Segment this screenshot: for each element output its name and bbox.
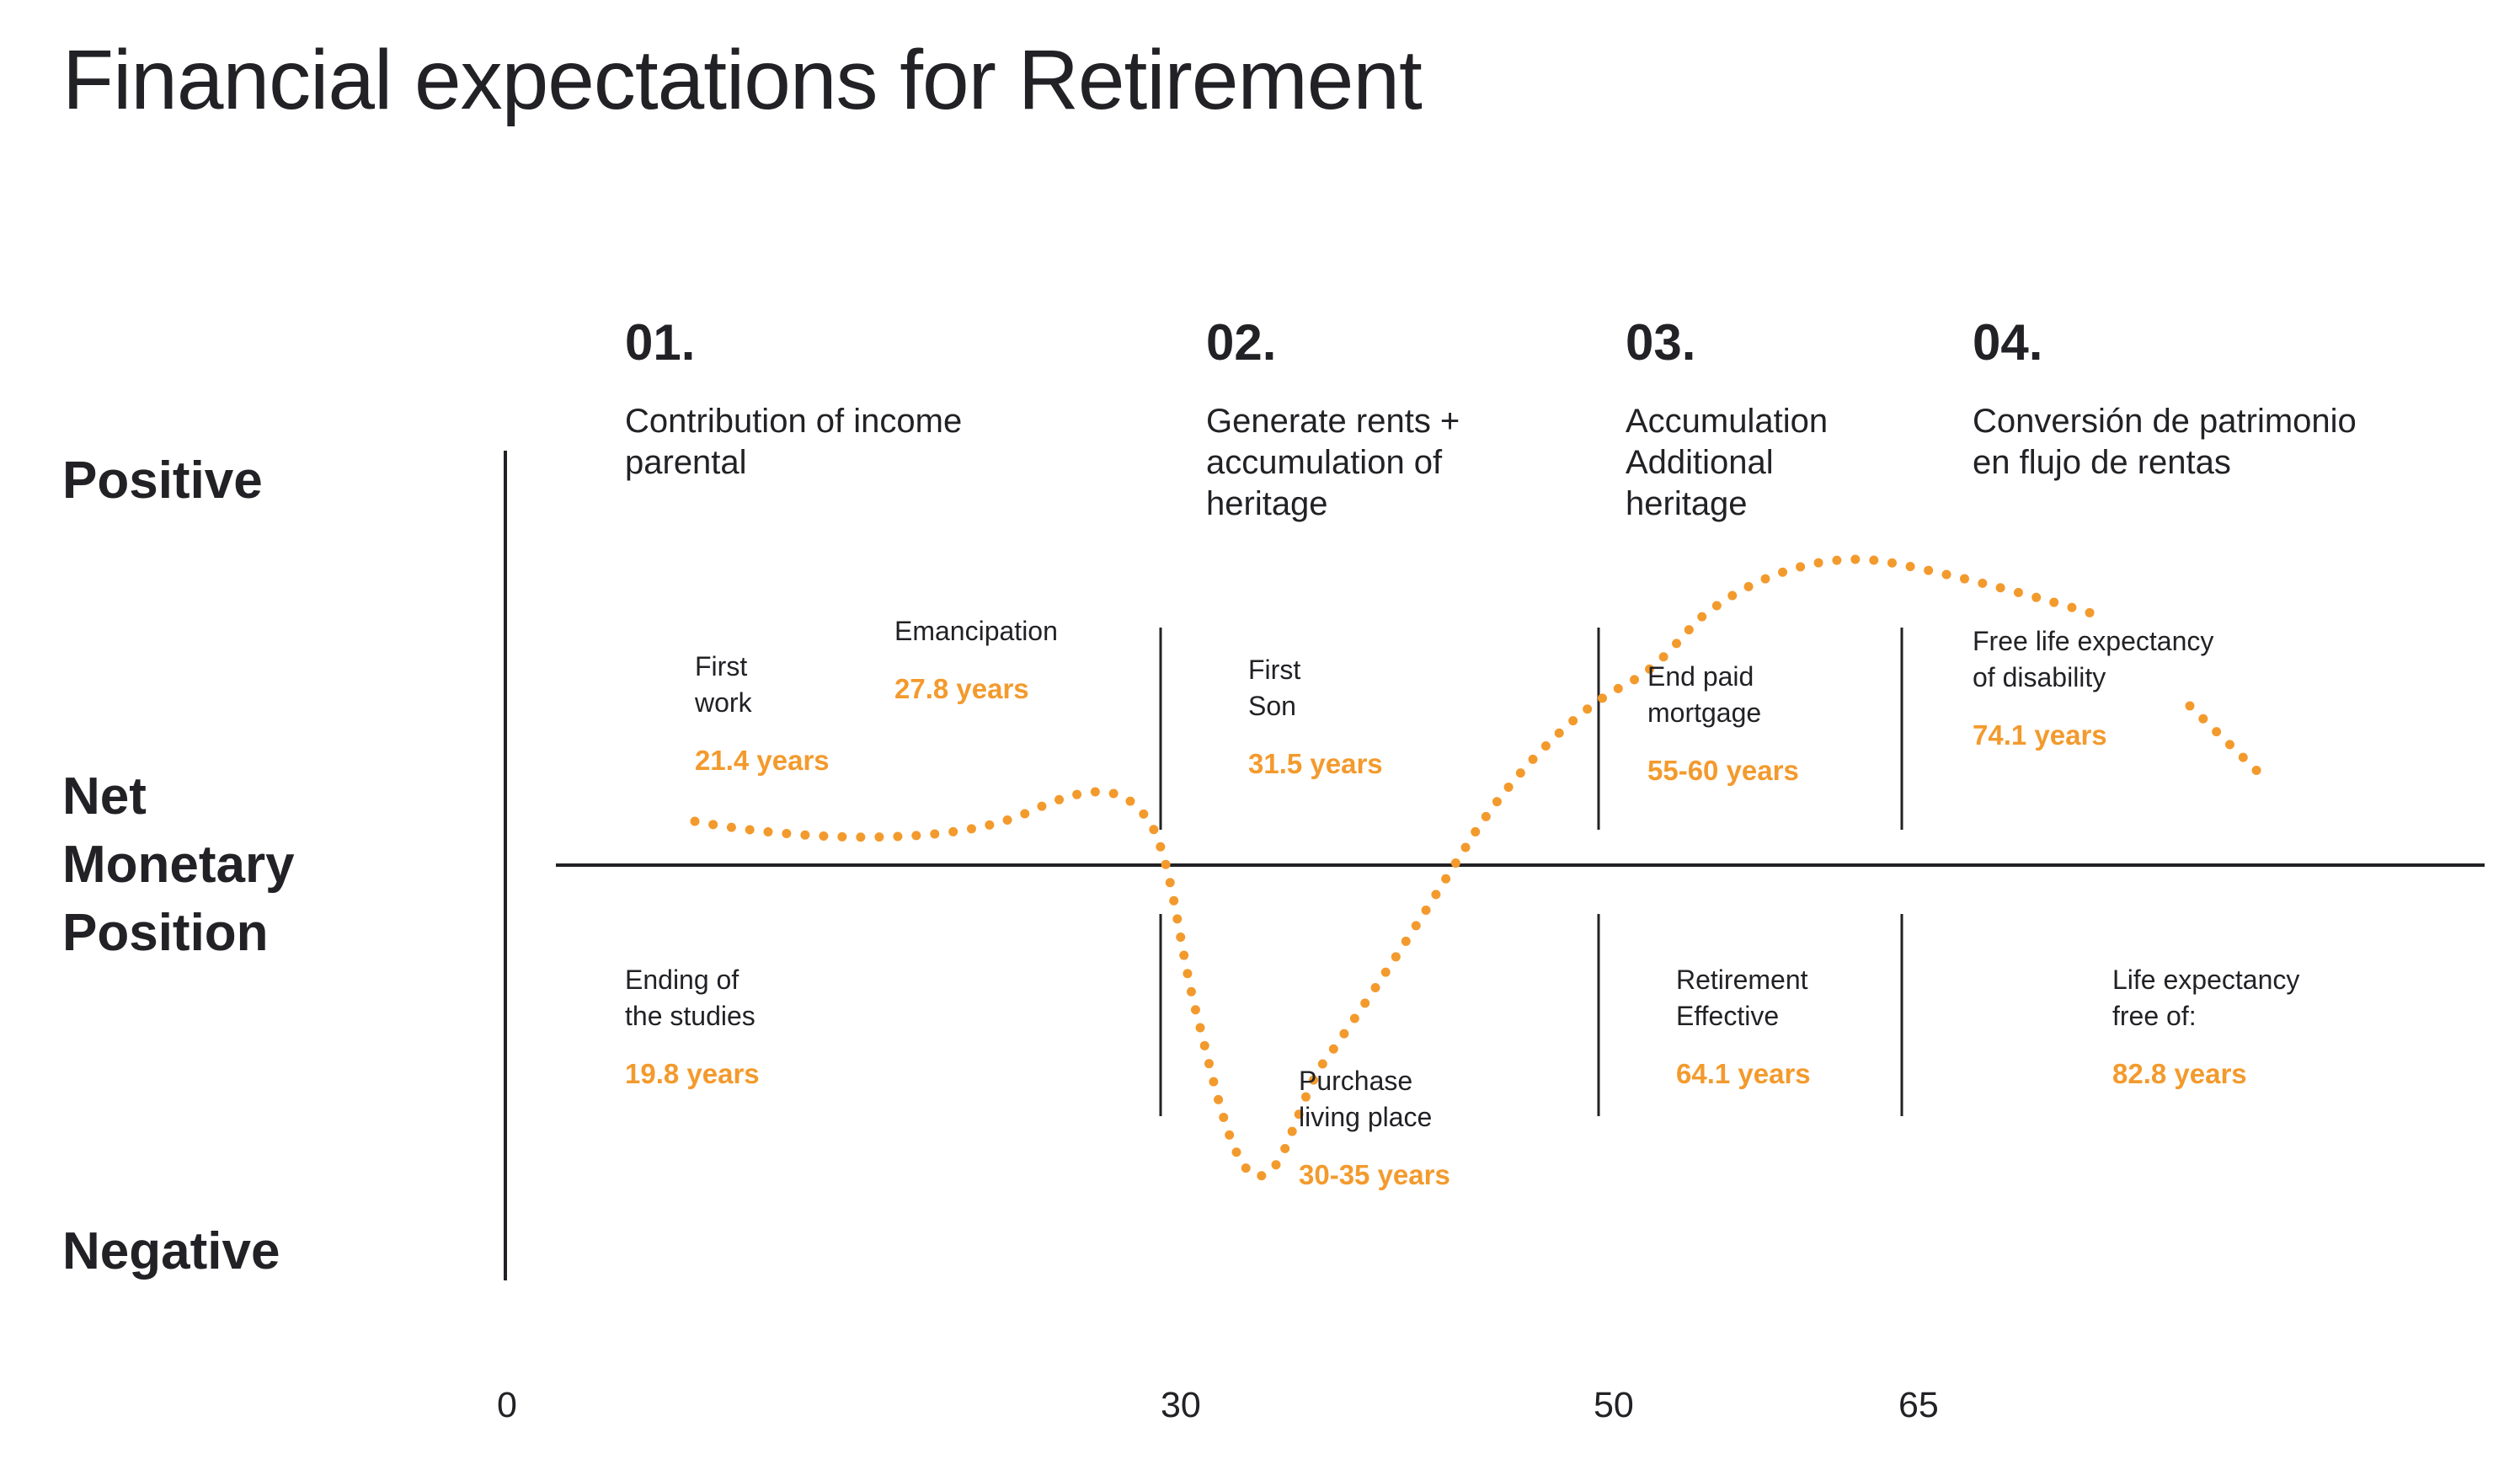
- event-ending-studies-line-1: Ending of: [625, 965, 739, 995]
- y-axis-middle-line-2: Monetary: [62, 836, 295, 894]
- event-life-expectancy: Life expectancy free of: 82.8 years: [2112, 962, 2299, 1090]
- event-life-expectancy-value: 82.8 years: [2112, 1058, 2247, 1089]
- y-axis-positive-label: Positive: [62, 452, 263, 510]
- event-retirement-effective: Retirement Effective 64.1 years: [1676, 962, 1811, 1090]
- event-end-paid-mortgage: End paid mortgage 55-60 years: [1647, 659, 1799, 787]
- event-ending-studies-value: 19.8 years: [625, 1058, 760, 1089]
- phase-3-line-2: Additional: [1626, 444, 1774, 481]
- event-end-paid-mortgage-line-2: mortgage: [1647, 697, 1762, 728]
- event-first-work: First work 21.4 years: [695, 649, 830, 777]
- y-axis-middle-label: Net Monetary Position: [62, 762, 295, 967]
- event-end-paid-mortgage-value: 55-60 years: [1647, 755, 1799, 786]
- phase-2-number: 02.: [1206, 314, 1277, 371]
- event-ending-studies: Ending of the studies 19.8 years: [625, 962, 760, 1090]
- phase-4-number: 04.: [1973, 314, 2043, 371]
- event-emancipation-value: 27.8 years: [894, 673, 1029, 704]
- event-first-work-line-2: work: [695, 687, 752, 718]
- y-axis-middle-line-3: Position: [62, 904, 269, 962]
- event-end-paid-mortgage-line-1: End paid: [1647, 661, 1754, 692]
- event-purchase-living-place: Purchase living place 30-35 years: [1299, 1063, 1450, 1191]
- y-axis-middle-line-1: Net: [62, 767, 147, 826]
- phase-3-description: Accumulation Additional heritage: [1626, 401, 1828, 525]
- phase-2-line-3: heritage: [1206, 485, 1328, 522]
- phase-2-line-1: Generate rents +: [1206, 403, 1460, 440]
- x-tick-50: 50: [1594, 1385, 1634, 1425]
- x-tick-65: 65: [1898, 1385, 1939, 1425]
- phase-3-line-1: Accumulation: [1626, 403, 1829, 440]
- event-ending-studies-line-2: the studies: [625, 1001, 755, 1031]
- y-axis-negative-label: Negative: [62, 1222, 280, 1280]
- phase-4-description: Conversión de patrimonio en flujo de ren…: [1973, 401, 2357, 484]
- page-title: Financial expectations for Retirement: [62, 33, 1423, 127]
- event-free-life-expectancy-value: 74.1 years: [1973, 719, 2107, 751]
- phase-3-line-3: heritage: [1626, 485, 1748, 522]
- phase-1-description: Contribution of income parental: [625, 401, 962, 484]
- event-first-work-value: 21.4 years: [695, 745, 830, 776]
- event-life-expectancy-line-1: Life expectancy: [2112, 965, 2300, 995]
- event-free-life-expectancy: Free life expectancy of disability 74.1 …: [1973, 623, 2213, 751]
- phase-3-number: 03.: [1626, 314, 1696, 371]
- event-retirement-effective-line-2: Effective: [1676, 1001, 1780, 1031]
- x-tick-0: 0: [497, 1385, 517, 1425]
- event-free-life-expectancy-line-1: Free life expectancy: [1973, 626, 2214, 656]
- phase-1-line-1: Contribution of income: [625, 403, 963, 440]
- event-first-work-line-1: First: [695, 651, 748, 681]
- phase-2-description: Generate rents + accumulation of heritag…: [1206, 401, 1460, 525]
- phase-1-number: 01.: [625, 314, 696, 371]
- event-emancipation: Emancipation 27.8 years: [894, 613, 1058, 705]
- event-first-son-line-1: First: [1248, 655, 1301, 685]
- event-purchase-living-place-line-1: Purchase: [1299, 1066, 1413, 1096]
- event-first-son: First Son 31.5 years: [1248, 652, 1383, 780]
- x-tick-30: 30: [1161, 1385, 1201, 1425]
- event-first-son-line-2: Son: [1248, 691, 1296, 721]
- event-purchase-living-place-value: 30-35 years: [1299, 1159, 1450, 1190]
- event-first-son-value: 31.5 years: [1248, 748, 1383, 779]
- event-retirement-effective-line-1: Retirement: [1676, 965, 1808, 995]
- phase-1-line-2: parental: [625, 444, 747, 481]
- event-purchase-living-place-line-2: living place: [1299, 1102, 1433, 1132]
- net-position-curve-tail: [2185, 701, 2271, 784]
- phase-4-line-1: Conversión de patrimonio: [1973, 403, 2357, 440]
- event-emancipation-line-1: Emancipation: [894, 616, 1058, 646]
- phase-2-line-2: accumulation of: [1206, 444, 1443, 481]
- event-life-expectancy-line-2: free of:: [2112, 1001, 2197, 1031]
- phase-4-line-2: en flujo de rentas: [1973, 444, 2231, 481]
- event-retirement-effective-value: 64.1 years: [1676, 1058, 1811, 1089]
- event-free-life-expectancy-line-2: of disability: [1973, 662, 2106, 692]
